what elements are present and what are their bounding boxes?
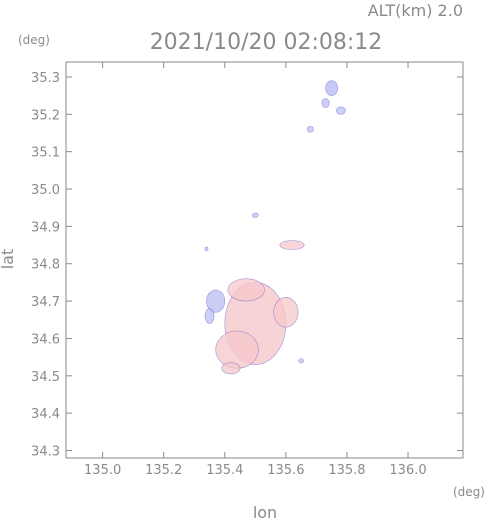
x-unit-label: (deg) bbox=[453, 485, 485, 499]
echo-region bbox=[204, 308, 215, 324]
plot-frame bbox=[65, 61, 464, 459]
echo-region bbox=[279, 240, 305, 250]
echo-region bbox=[273, 297, 299, 328]
echo-region bbox=[306, 125, 314, 133]
x-axis-label: lon bbox=[253, 503, 277, 521]
x-tick-label: 136.0 bbox=[389, 463, 426, 478]
y-tick-label: 35.0 bbox=[31, 183, 60, 198]
x-tick-label: 135.4 bbox=[206, 463, 243, 478]
y-tick-label: 35.2 bbox=[31, 108, 60, 123]
x-tick-label: 135.0 bbox=[84, 463, 121, 478]
y-tick-label: 34.6 bbox=[31, 332, 60, 347]
echo-region bbox=[298, 358, 304, 364]
y-axis-label: lat bbox=[0, 249, 17, 270]
y-tick-label: 34.5 bbox=[31, 370, 60, 385]
x-ticks: 135.0 135.2 135.4 135.6 135.8 136.0 bbox=[84, 62, 427, 478]
echo-region bbox=[321, 98, 330, 108]
x-tick-label: 135.8 bbox=[328, 463, 365, 478]
echo-region bbox=[251, 212, 259, 218]
echo-region bbox=[221, 362, 241, 375]
y-unit-label: (deg) bbox=[18, 33, 50, 47]
chart-subtitle: ALT(km) 2.0 bbox=[368, 1, 463, 20]
y-tick-label: 34.9 bbox=[31, 220, 60, 235]
y-tick-label: 35.1 bbox=[31, 146, 60, 161]
x-tick-label: 135.6 bbox=[267, 463, 304, 478]
y-tick-label: 34.7 bbox=[31, 295, 60, 310]
y-tick-label: 34.4 bbox=[31, 407, 60, 422]
x-tick-label: 135.2 bbox=[145, 463, 182, 478]
echo-region bbox=[215, 330, 259, 369]
echo-region bbox=[206, 289, 226, 313]
y-tick-label: 35.3 bbox=[31, 71, 60, 86]
chart-title: 2021/10/20 02:08:12 bbox=[150, 30, 383, 55]
y-ticks: 34.3 34.4 34.5 34.6 34.7 34.8 34.9 35.0 35.1 35.2… bbox=[31, 71, 463, 460]
echo-region bbox=[325, 80, 339, 96]
echo-region bbox=[335, 106, 346, 115]
echo-region bbox=[204, 246, 209, 251]
y-tick-label: 34.8 bbox=[31, 258, 60, 273]
echo-layer bbox=[204, 80, 346, 375]
y-tick-label: 34.3 bbox=[31, 445, 60, 460]
echo-region bbox=[227, 278, 265, 302]
